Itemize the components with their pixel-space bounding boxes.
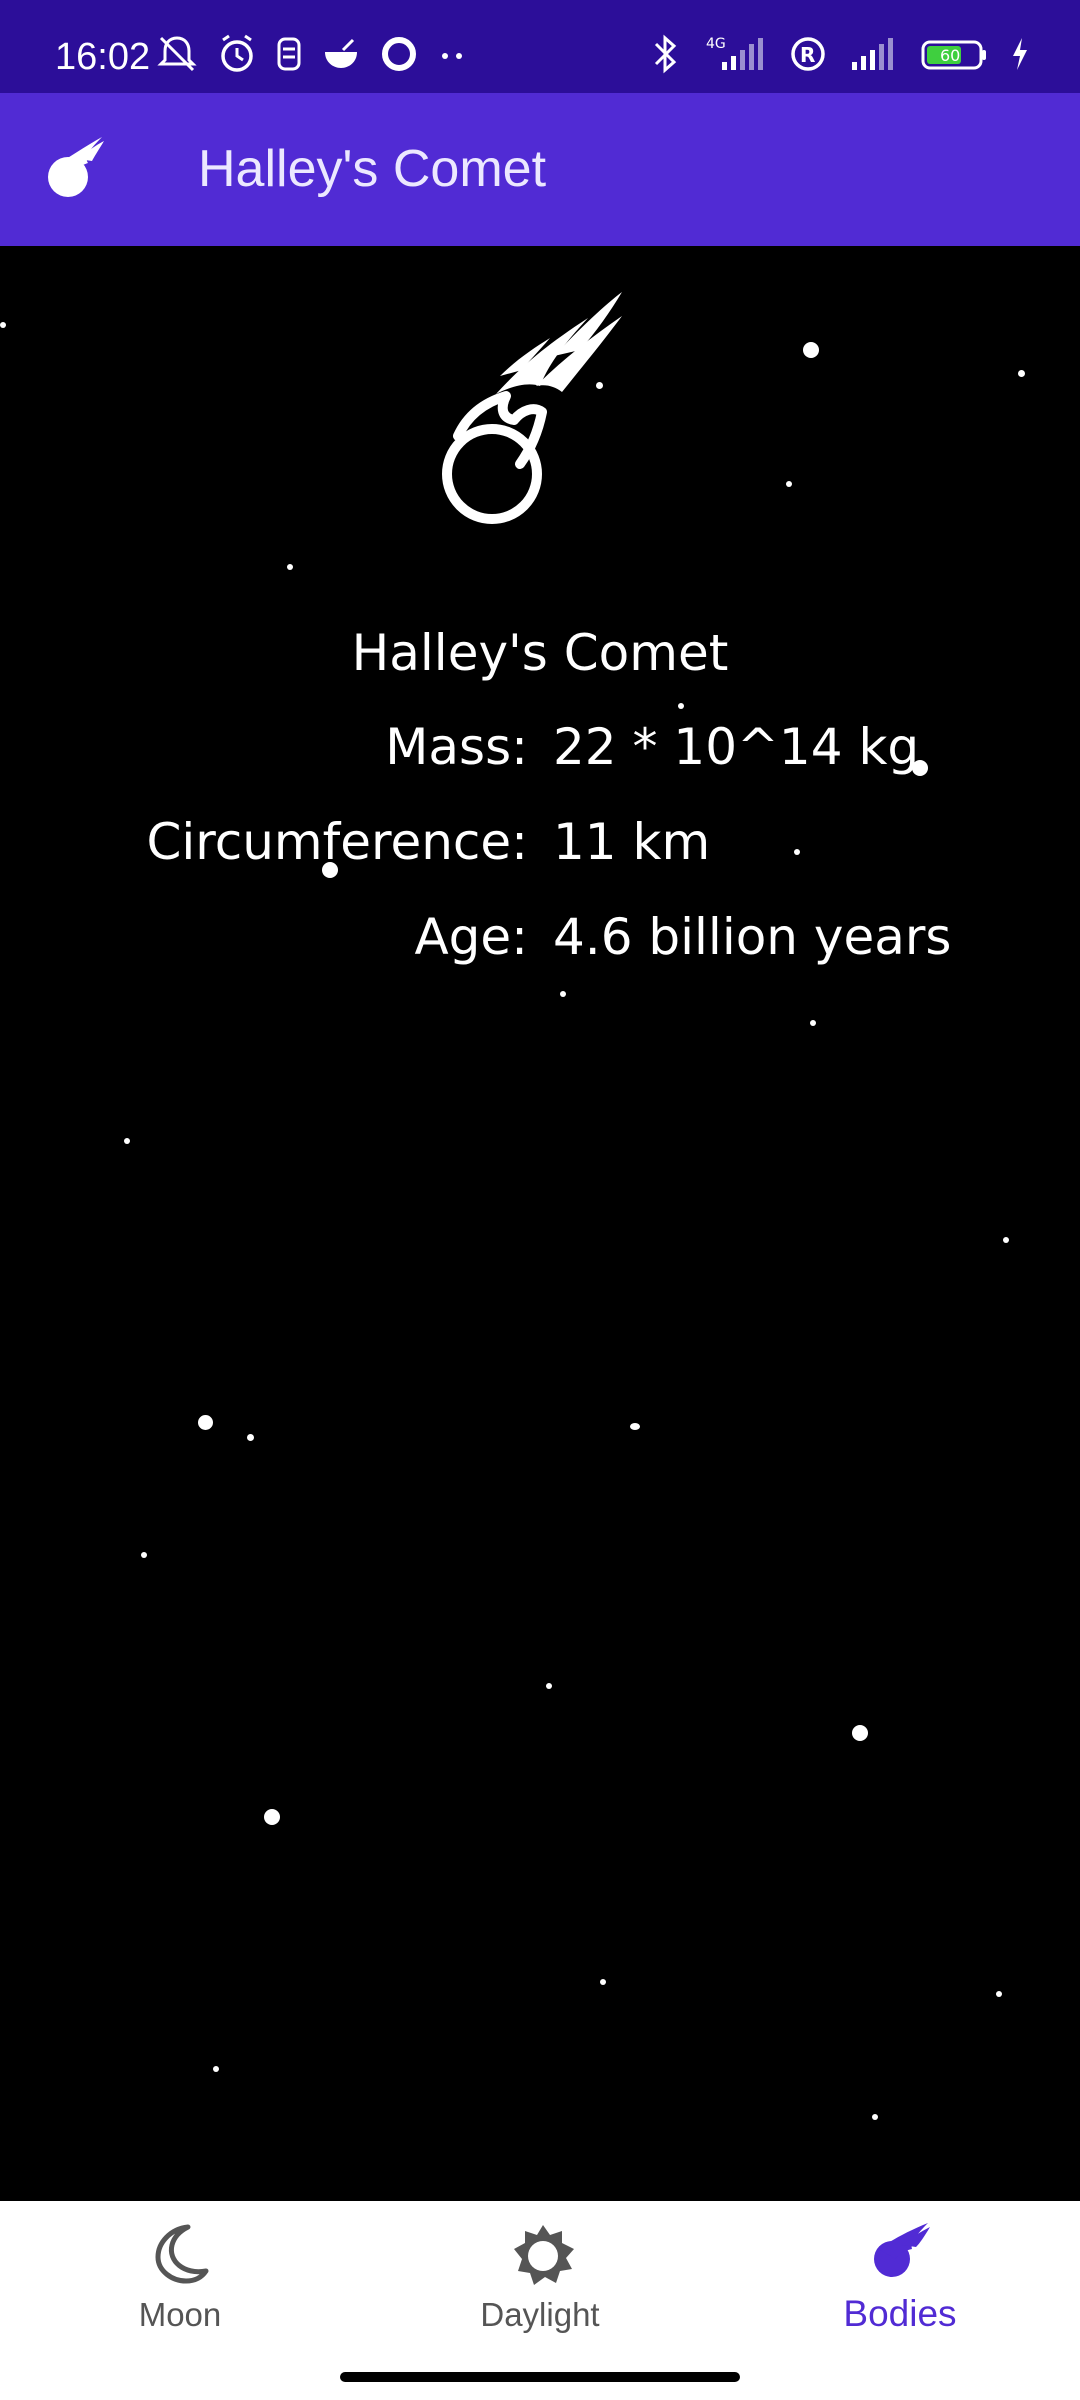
star <box>786 481 792 487</box>
signal-icon <box>852 38 893 70</box>
mass-value: 22 * 10^14 kg <box>553 718 920 776</box>
star <box>287 564 293 570</box>
star <box>198 1415 213 1430</box>
app-bar-title: Halley's Comet <box>198 140 547 198</box>
ring-icon <box>382 37 416 71</box>
star <box>600 1979 606 1985</box>
bottom-navigation: Moon Daylight Bodies <box>0 2201 1080 2400</box>
star <box>596 382 603 389</box>
sun-icon <box>510 2223 576 2293</box>
body-name: Halley's Comet <box>351 624 729 682</box>
age-value: 4.6 billion years <box>553 908 952 966</box>
tab-moon[interactable]: Moon <box>0 2201 360 2351</box>
body-details-view: Halley's Comet Mass: 22 * 10^14 kg Circu… <box>0 246 1080 2201</box>
bluetooth-icon <box>654 34 677 74</box>
comet-hero-icon <box>430 286 650 540</box>
star <box>803 342 819 358</box>
moon-icon <box>150 2223 210 2289</box>
star <box>0 322 6 328</box>
mass-label: Mass: <box>385 718 528 776</box>
star <box>247 1434 254 1441</box>
tab-bodies-label: Bodies <box>843 2293 957 2334</box>
svg-text:R: R <box>800 43 815 67</box>
circumference-label: Circumference: <box>146 813 528 871</box>
star <box>794 849 800 855</box>
comet-icon <box>44 135 108 205</box>
star <box>322 862 338 878</box>
age-label: Age: <box>414 908 528 966</box>
star <box>1018 370 1025 377</box>
status-bar: 16:02 <box>0 0 1080 93</box>
star <box>141 1552 147 1558</box>
battery-level: 60 <box>940 46 960 65</box>
charging-icon <box>1013 38 1027 70</box>
star <box>630 1423 640 1430</box>
bowl-icon <box>325 38 357 68</box>
tab-daylight[interactable]: Daylight <box>360 2201 720 2351</box>
app-bar: Halley's Comet <box>0 93 1080 246</box>
tab-daylight-label: Daylight <box>480 2296 600 2333</box>
star <box>678 703 684 709</box>
bell-off-icon <box>157 36 197 72</box>
status-left-icons <box>155 34 467 74</box>
star <box>124 1138 130 1144</box>
home-indicator[interactable] <box>340 2372 740 2382</box>
alarm-icon <box>221 34 253 72</box>
tab-bodies[interactable]: Bodies <box>720 2201 1080 2351</box>
more-notifications-icon <box>442 53 462 59</box>
comet-icon <box>870 2223 932 2283</box>
star <box>852 1725 868 1741</box>
svg-text:4G: 4G <box>706 36 726 52</box>
star <box>264 1809 280 1825</box>
tab-moon-label: Moon <box>138 2296 222 2333</box>
star <box>546 1683 552 1689</box>
status-right-icons: 4G R 60 <box>650 34 1030 74</box>
star <box>213 2066 219 2072</box>
star <box>996 1991 1002 1997</box>
roaming-icon: R <box>791 37 825 71</box>
circumference-value: 11 km <box>553 813 711 871</box>
star <box>560 991 566 997</box>
signal-4g-icon: 4G <box>706 36 763 70</box>
app-notification-icon <box>277 37 301 71</box>
star <box>872 2114 878 2120</box>
battery-icon: 60 <box>921 40 986 70</box>
star <box>1003 1237 1009 1243</box>
star <box>810 1020 816 1026</box>
status-time: 16:02 <box>55 36 151 78</box>
star <box>912 760 928 776</box>
